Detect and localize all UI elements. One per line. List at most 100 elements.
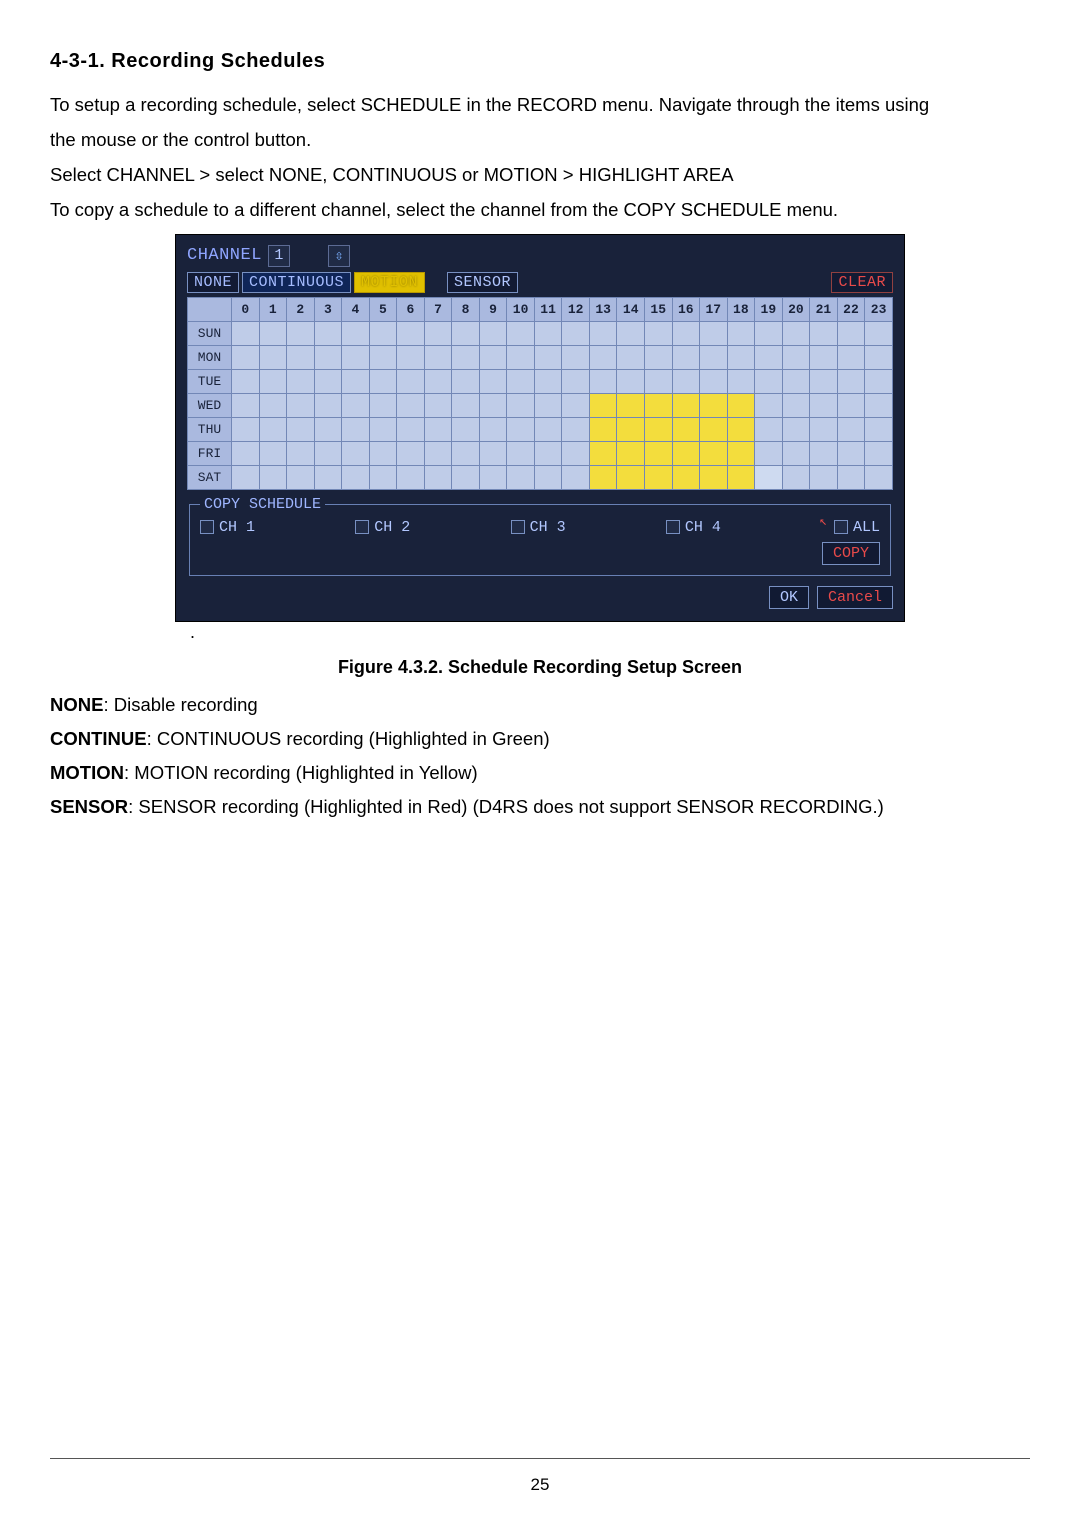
schedule-cell[interactable] [507, 321, 535, 345]
schedule-cell[interactable] [755, 321, 783, 345]
schedule-cell[interactable] [424, 321, 452, 345]
schedule-cell[interactable] [232, 369, 260, 393]
channel-value-field[interactable]: 1 [268, 245, 290, 267]
schedule-cell[interactable] [700, 369, 728, 393]
mode-none-button[interactable]: NONE [187, 272, 239, 293]
checkbox-icon[interactable] [200, 520, 214, 534]
schedule-cell[interactable] [700, 465, 728, 489]
schedule-cell[interactable] [342, 417, 370, 441]
schedule-cell[interactable] [672, 369, 700, 393]
schedule-cell[interactable] [617, 393, 645, 417]
schedule-cell[interactable] [865, 465, 893, 489]
schedule-cell[interactable] [837, 321, 865, 345]
schedule-cell[interactable] [424, 345, 452, 369]
schedule-cell[interactable] [589, 417, 617, 441]
schedule-cell[interactable] [369, 321, 397, 345]
schedule-cell[interactable] [589, 345, 617, 369]
schedule-grid[interactable]: 01234567891011121314151617181920212223 S… [187, 297, 893, 490]
schedule-cell[interactable] [617, 345, 645, 369]
schedule-cell[interactable] [755, 441, 783, 465]
schedule-cell[interactable] [644, 465, 672, 489]
schedule-cell[interactable] [507, 465, 535, 489]
schedule-cell[interactable] [342, 441, 370, 465]
schedule-cell[interactable] [479, 417, 507, 441]
schedule-cell[interactable] [617, 369, 645, 393]
schedule-cell[interactable] [617, 441, 645, 465]
schedule-cell[interactable] [589, 441, 617, 465]
schedule-cell[interactable] [479, 441, 507, 465]
schedule-cell[interactable] [617, 465, 645, 489]
schedule-cell[interactable] [314, 369, 342, 393]
schedule-cell[interactable] [562, 417, 590, 441]
schedule-cell[interactable] [782, 321, 810, 345]
schedule-cell[interactable] [534, 393, 562, 417]
schedule-cell[interactable] [782, 369, 810, 393]
schedule-cell[interactable] [259, 465, 287, 489]
checkbox-icon[interactable] [834, 520, 848, 534]
schedule-cell[interactable] [479, 393, 507, 417]
schedule-cell[interactable] [810, 441, 838, 465]
schedule-cell[interactable] [589, 321, 617, 345]
schedule-cell[interactable] [700, 417, 728, 441]
schedule-cell[interactable] [534, 441, 562, 465]
schedule-cell[interactable] [562, 465, 590, 489]
schedule-cell[interactable] [562, 345, 590, 369]
schedule-cell[interactable] [644, 369, 672, 393]
schedule-cell[interactable] [562, 321, 590, 345]
schedule-cell[interactable] [287, 369, 315, 393]
schedule-cell[interactable] [755, 417, 783, 441]
schedule-cell[interactable] [259, 345, 287, 369]
schedule-cell[interactable] [479, 321, 507, 345]
schedule-cell[interactable] [397, 441, 425, 465]
schedule-cell[interactable] [672, 393, 700, 417]
schedule-cell[interactable] [782, 465, 810, 489]
schedule-cell[interactable] [314, 417, 342, 441]
schedule-cell[interactable] [534, 465, 562, 489]
schedule-cell[interactable] [452, 393, 480, 417]
schedule-cell[interactable] [259, 417, 287, 441]
schedule-cell[interactable] [727, 465, 755, 489]
schedule-cell[interactable] [534, 321, 562, 345]
schedule-cell[interactable] [507, 417, 535, 441]
mode-motion-button[interactable]: MOTION [354, 272, 425, 293]
copy-channel-option[interactable]: CH 3 [511, 519, 666, 536]
schedule-cell[interactable] [452, 369, 480, 393]
schedule-cell[interactable] [479, 465, 507, 489]
schedule-cell[interactable] [424, 369, 452, 393]
schedule-cell[interactable] [397, 345, 425, 369]
schedule-cell[interactable] [782, 393, 810, 417]
schedule-cell[interactable] [287, 465, 315, 489]
schedule-cell[interactable] [837, 417, 865, 441]
checkbox-icon[interactable] [666, 520, 680, 534]
schedule-cell[interactable] [589, 393, 617, 417]
schedule-cell[interactable] [342, 321, 370, 345]
schedule-cell[interactable] [342, 465, 370, 489]
schedule-cell[interactable] [259, 441, 287, 465]
schedule-cell[interactable] [727, 441, 755, 465]
schedule-cell[interactable] [424, 441, 452, 465]
schedule-cell[interactable] [479, 369, 507, 393]
schedule-cell[interactable] [369, 345, 397, 369]
copy-button[interactable]: COPY [822, 542, 880, 565]
schedule-cell[interactable] [700, 441, 728, 465]
schedule-cell[interactable] [397, 369, 425, 393]
schedule-cell[interactable] [232, 393, 260, 417]
cancel-button[interactable]: Cancel [817, 586, 893, 609]
schedule-cell[interactable] [837, 393, 865, 417]
channel-spinner-icon[interactable]: ⇳ [328, 245, 350, 267]
schedule-cell[interactable] [452, 465, 480, 489]
schedule-cell[interactable] [865, 321, 893, 345]
schedule-cell[interactable] [727, 345, 755, 369]
schedule-cell[interactable] [424, 465, 452, 489]
schedule-cell[interactable] [397, 465, 425, 489]
schedule-cell[interactable] [314, 321, 342, 345]
clear-button[interactable]: CLEAR [831, 272, 893, 293]
schedule-cell[interactable] [782, 441, 810, 465]
schedule-cell[interactable] [452, 321, 480, 345]
schedule-cell[interactable] [700, 393, 728, 417]
schedule-cell[interactable] [314, 345, 342, 369]
schedule-cell[interactable] [369, 465, 397, 489]
schedule-cell[interactable] [755, 465, 783, 489]
schedule-cell[interactable] [644, 441, 672, 465]
schedule-cell[interactable] [342, 369, 370, 393]
